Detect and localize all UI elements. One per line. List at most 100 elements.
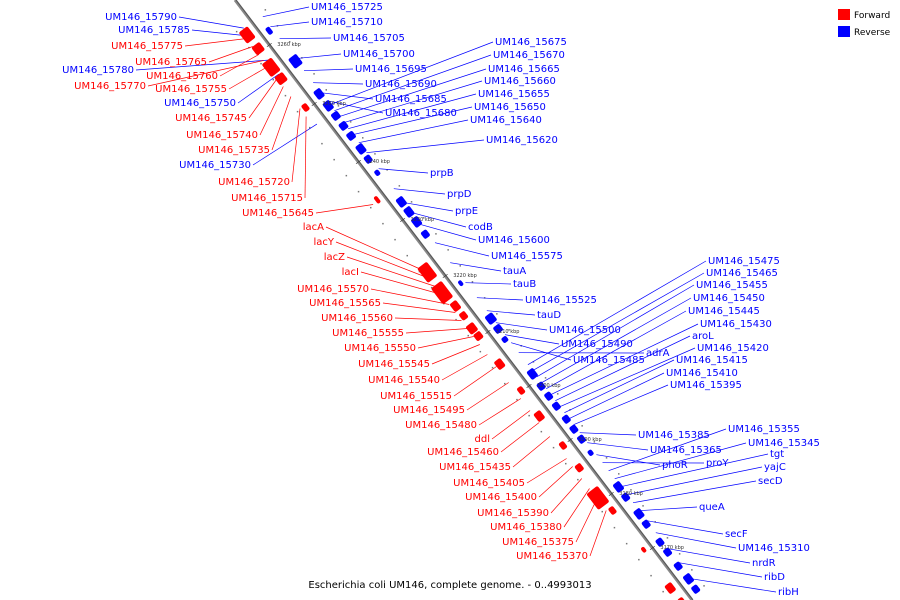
- forward-label-connector: [346, 256, 436, 287]
- forward-gene-label: UM146_15560: [321, 313, 393, 324]
- reverse-gene-block: [569, 424, 579, 434]
- forward-gene-block: [574, 463, 584, 473]
- reverse-gene-label: adrA: [646, 348, 670, 359]
- reverse-left-gene-label: UM146_15780: [62, 65, 134, 76]
- forward-label-connector: [405, 328, 468, 334]
- axis-dot: [650, 574, 652, 577]
- reverse-label-connector: [532, 272, 705, 372]
- reverse-gene-label: UM146_15410: [666, 368, 738, 379]
- axis-dot: [504, 382, 506, 385]
- reverse-gene-block: [403, 206, 415, 218]
- forward-gene-label: UM146_15460: [427, 447, 499, 458]
- forward-label-connector: [228, 66, 269, 90]
- reverse-gene-block: [526, 368, 538, 380]
- axis-dot: [565, 462, 567, 465]
- reverse-label-connector: [486, 310, 536, 316]
- reverse-label-connector: [655, 532, 737, 549]
- axis-dot: [703, 585, 705, 587]
- reverse-label-connector: [352, 106, 473, 136]
- label-connectors: [135, 6, 777, 593]
- forward-gene-block: [587, 486, 609, 510]
- tick-dots: [235, 9, 705, 593]
- axis-dot: [605, 457, 608, 459]
- forward-gene-label: UM146_15740: [186, 130, 258, 141]
- forward-gene-label: UM146_15375: [502, 537, 574, 548]
- forward-gene-label: UM146_15745: [175, 113, 247, 124]
- axis-dot: [406, 254, 408, 257]
- reverse-gene-block: [322, 100, 334, 112]
- axis-dot: [374, 153, 376, 155]
- reverse-left-gene-label: UM146_15785: [118, 25, 190, 36]
- reverse-gene-label: UM146_15680: [385, 108, 457, 119]
- reverse-label-connector: [632, 480, 757, 504]
- reverse-label-connector: [393, 188, 446, 195]
- reverse-gene-block: [613, 481, 624, 493]
- forward-label-connector: [291, 108, 301, 183]
- forward-gene-label: UM146_15755: [155, 84, 227, 95]
- forward-label-connector: [360, 271, 442, 295]
- axis-dot: [272, 78, 274, 81]
- reverse-gene-block: [621, 492, 631, 502]
- forward-gene-label: UM146_15435: [439, 462, 511, 473]
- forward-gene-block: [494, 358, 506, 370]
- reverse-label-connector: [608, 428, 727, 472]
- reverse-label-connector: [667, 548, 751, 564]
- reverse-gene-block: [536, 381, 546, 391]
- reverse-label-connector: [596, 454, 661, 466]
- forward-label-connector: [512, 436, 551, 468]
- forward-gene-label: UM146_15645: [242, 208, 314, 219]
- forward-gene-label: UM146_15720: [218, 177, 290, 188]
- reverse-label-connector: [279, 37, 332, 40]
- gene-labels: UM146_15725 UM146_15710 UM146_15705 UM146_1…: [62, 2, 820, 598]
- reverse-left-label-connector: [178, 16, 244, 29]
- axis-tick: [266, 42, 272, 48]
- reverse-gene-label: proY: [706, 458, 729, 469]
- reverse-gene-label: tauA: [503, 266, 526, 277]
- axis-dot: [691, 569, 693, 571]
- reverse-label-connector: [573, 384, 669, 426]
- legend-swatch-forward: [838, 9, 850, 20]
- forward-label-connector: [417, 336, 474, 349]
- forward-gene-label: ddl: [475, 434, 490, 445]
- reverse-label-connector: [303, 68, 354, 72]
- axis-dot: [678, 553, 681, 555]
- reverse-label-connector: [338, 68, 487, 118]
- reverse-gene-label: UM146_15650: [474, 102, 546, 113]
- forward-label-connector: [271, 96, 292, 151]
- axis-dot: [581, 425, 583, 427]
- axis-dot: [642, 505, 644, 507]
- axis-dot: [288, 41, 291, 43]
- forward-gene-block: [517, 386, 526, 395]
- legend-label-reverse: Reverse: [854, 28, 891, 38]
- reverse-gene-label: phoR: [662, 460, 688, 471]
- forward-gene-block: [558, 441, 568, 450]
- axis-dot: [613, 526, 616, 529]
- genome-axis: [233, 0, 694, 600]
- axis-dot: [382, 222, 384, 225]
- reverse-label-connector: [450, 262, 502, 272]
- axis-dot: [496, 313, 498, 315]
- forward-label-connector: [304, 116, 307, 199]
- axis-dot: [577, 478, 579, 481]
- reverse-label-connector: [511, 342, 572, 361]
- reverse-gene-label: UM146_15355: [728, 424, 800, 435]
- axis-dot: [467, 334, 469, 337]
- forward-label-connector: [431, 344, 480, 365]
- forward-gene-label: UM146_15405: [453, 478, 525, 489]
- axis-dot: [601, 510, 603, 513]
- axis-dot: [625, 542, 628, 545]
- reverse-label-connector: [527, 260, 707, 366]
- forward-label-connector: [147, 60, 264, 87]
- axis-dot: [337, 105, 340, 107]
- reverse-left-gene-label: UM146_15750: [164, 98, 236, 109]
- reverse-gene-label: UM146_15430: [700, 319, 772, 330]
- forward-gene-label: UM146_15515: [380, 391, 452, 402]
- forward-gene-label: UM146_15550: [344, 343, 416, 354]
- axis-tick-label: 3260 kbp: [277, 42, 301, 48]
- reverse-gene-block: [420, 229, 430, 239]
- reverse-gene-label: codB: [468, 222, 493, 233]
- reverse-gene-label: UM146_15685: [375, 94, 447, 105]
- axis-dot: [662, 590, 664, 593]
- reverse-label-connector: [326, 100, 384, 114]
- reverse-gene-block: [458, 280, 464, 286]
